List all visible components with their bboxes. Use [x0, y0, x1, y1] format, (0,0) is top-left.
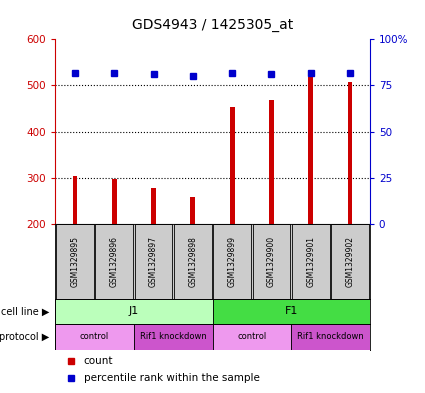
Bar [292, 224, 330, 299]
Text: GSM1329895: GSM1329895 [71, 236, 79, 287]
Bar [73, 176, 77, 224]
Text: GSM1329900: GSM1329900 [267, 236, 276, 287]
Bar [230, 107, 235, 224]
Bar [55, 324, 134, 350]
Bar [291, 324, 370, 350]
Bar [212, 299, 370, 324]
Bar [252, 224, 290, 299]
Bar [213, 224, 251, 299]
Text: GSM1329899: GSM1329899 [228, 236, 237, 287]
Text: GSM1329896: GSM1329896 [110, 236, 119, 287]
Text: GSM1329897: GSM1329897 [149, 236, 158, 287]
Text: J1: J1 [129, 307, 139, 316]
Text: GSM1329902: GSM1329902 [346, 236, 354, 287]
Bar [309, 77, 313, 224]
Bar [331, 224, 369, 299]
Text: count: count [84, 356, 113, 366]
Text: Rif1 knockdown: Rif1 knockdown [140, 332, 207, 342]
Text: GDS4943 / 1425305_at: GDS4943 / 1425305_at [132, 18, 293, 32]
Bar [212, 324, 291, 350]
Bar [190, 197, 195, 224]
Text: GSM1329901: GSM1329901 [306, 236, 315, 287]
Text: GSM1329898: GSM1329898 [188, 236, 197, 287]
Bar [55, 299, 212, 324]
Bar [269, 100, 274, 224]
Bar [174, 224, 212, 299]
Text: percentile rank within the sample: percentile rank within the sample [84, 373, 259, 383]
Bar [135, 224, 173, 299]
Text: control: control [80, 332, 109, 342]
Bar [151, 188, 156, 224]
Bar [348, 82, 352, 224]
Text: control: control [237, 332, 266, 342]
Bar [134, 324, 212, 350]
Text: cell line ▶: cell line ▶ [0, 307, 49, 316]
Bar [95, 224, 133, 299]
Text: Rif1 knockdown: Rif1 knockdown [297, 332, 364, 342]
Text: F1: F1 [284, 307, 298, 316]
Text: protocol ▶: protocol ▶ [0, 332, 49, 342]
Bar [56, 224, 94, 299]
Bar [112, 179, 116, 224]
